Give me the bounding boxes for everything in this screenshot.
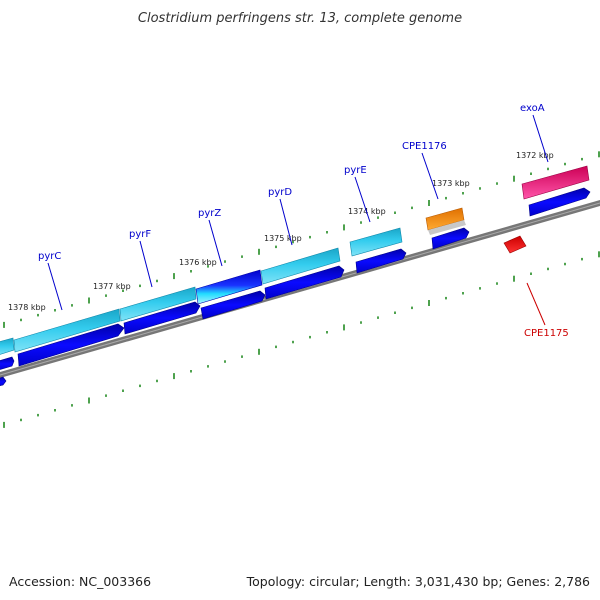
gene-block-pyrD[interactable] [260, 247, 341, 285]
accession-text: Accession: NC_003366 [9, 574, 151, 589]
gene-label-pyrC[interactable]: pyrC [38, 251, 61, 262]
outer-scale-ticks [3, 151, 600, 328]
kbp-label: 1372 kbp [516, 151, 554, 160]
genome-summary-text: Topology: circular; Length: 3,031,430 bp… [246, 574, 590, 589]
gene-label-pyrZ[interactable]: pyrZ [198, 208, 221, 219]
gene-arrow-pyrF-reverse[interactable] [123, 301, 201, 335]
gene-arrow-pyrE-reverse[interactable] [355, 248, 407, 274]
gene-label-pyrE[interactable]: pyrE [344, 165, 367, 176]
kbp-label: 1376 kbp [179, 258, 217, 267]
gene-block-pyrF[interactable] [119, 286, 197, 322]
kbp-label: 1378 kbp [8, 303, 46, 312]
gene-label-CPE1176[interactable]: CPE1176 [402, 141, 447, 152]
kbp-label: 1373 kbp [432, 179, 470, 188]
gene-block-pyrZ[interactable] [195, 269, 263, 305]
gene-block-pyrE[interactable] [349, 227, 403, 257]
gene-block-CPE1176-shadow [428, 220, 466, 235]
gene-arrow-CPE1176-reverse[interactable] [431, 227, 470, 250]
genome-title: Clostridium perfringens str. 13, complet… [138, 11, 462, 26]
gene-label-pyrD[interactable]: pyrD [268, 187, 292, 198]
gene-block-left-edge-bottom[interactable] [0, 376, 7, 387]
gene-label-leaders [47, 114, 549, 326]
gene-label-CPE1175[interactable]: CPE1175 [524, 328, 569, 339]
gene-arrow-pyrZ-reverse[interactable] [200, 290, 266, 320]
gene-block-exoA[interactable] [521, 165, 590, 200]
forward-strand-genes [0, 165, 590, 387]
gene-block-pyrC[interactable] [13, 308, 121, 353]
gene-arrow-exoA-reverse[interactable] [528, 187, 591, 217]
kbp-label: 1377 kbp [93, 282, 131, 291]
gene-arrow-left-edge-reverse[interactable] [0, 356, 15, 371]
gene-block-left-edge[interactable] [0, 337, 15, 356]
gene-labels: pyrC pyrF pyrZ pyrD pyrE CPE1176 exoA CP… [38, 103, 569, 339]
gene-label-exoA[interactable]: exoA [520, 103, 545, 114]
reverse-strand-genes [0, 187, 591, 371]
gene-label-pyrF[interactable]: pyrF [129, 229, 151, 240]
inner-scale-ticks [3, 251, 600, 428]
gene-arrow-pyrC-reverse[interactable] [17, 323, 125, 367]
gene-arrow-pyrD-reverse[interactable] [264, 265, 345, 300]
gene-arrow-CPE1175[interactable] [503, 235, 527, 254]
kbp-label: 1375 kbp [264, 234, 302, 243]
